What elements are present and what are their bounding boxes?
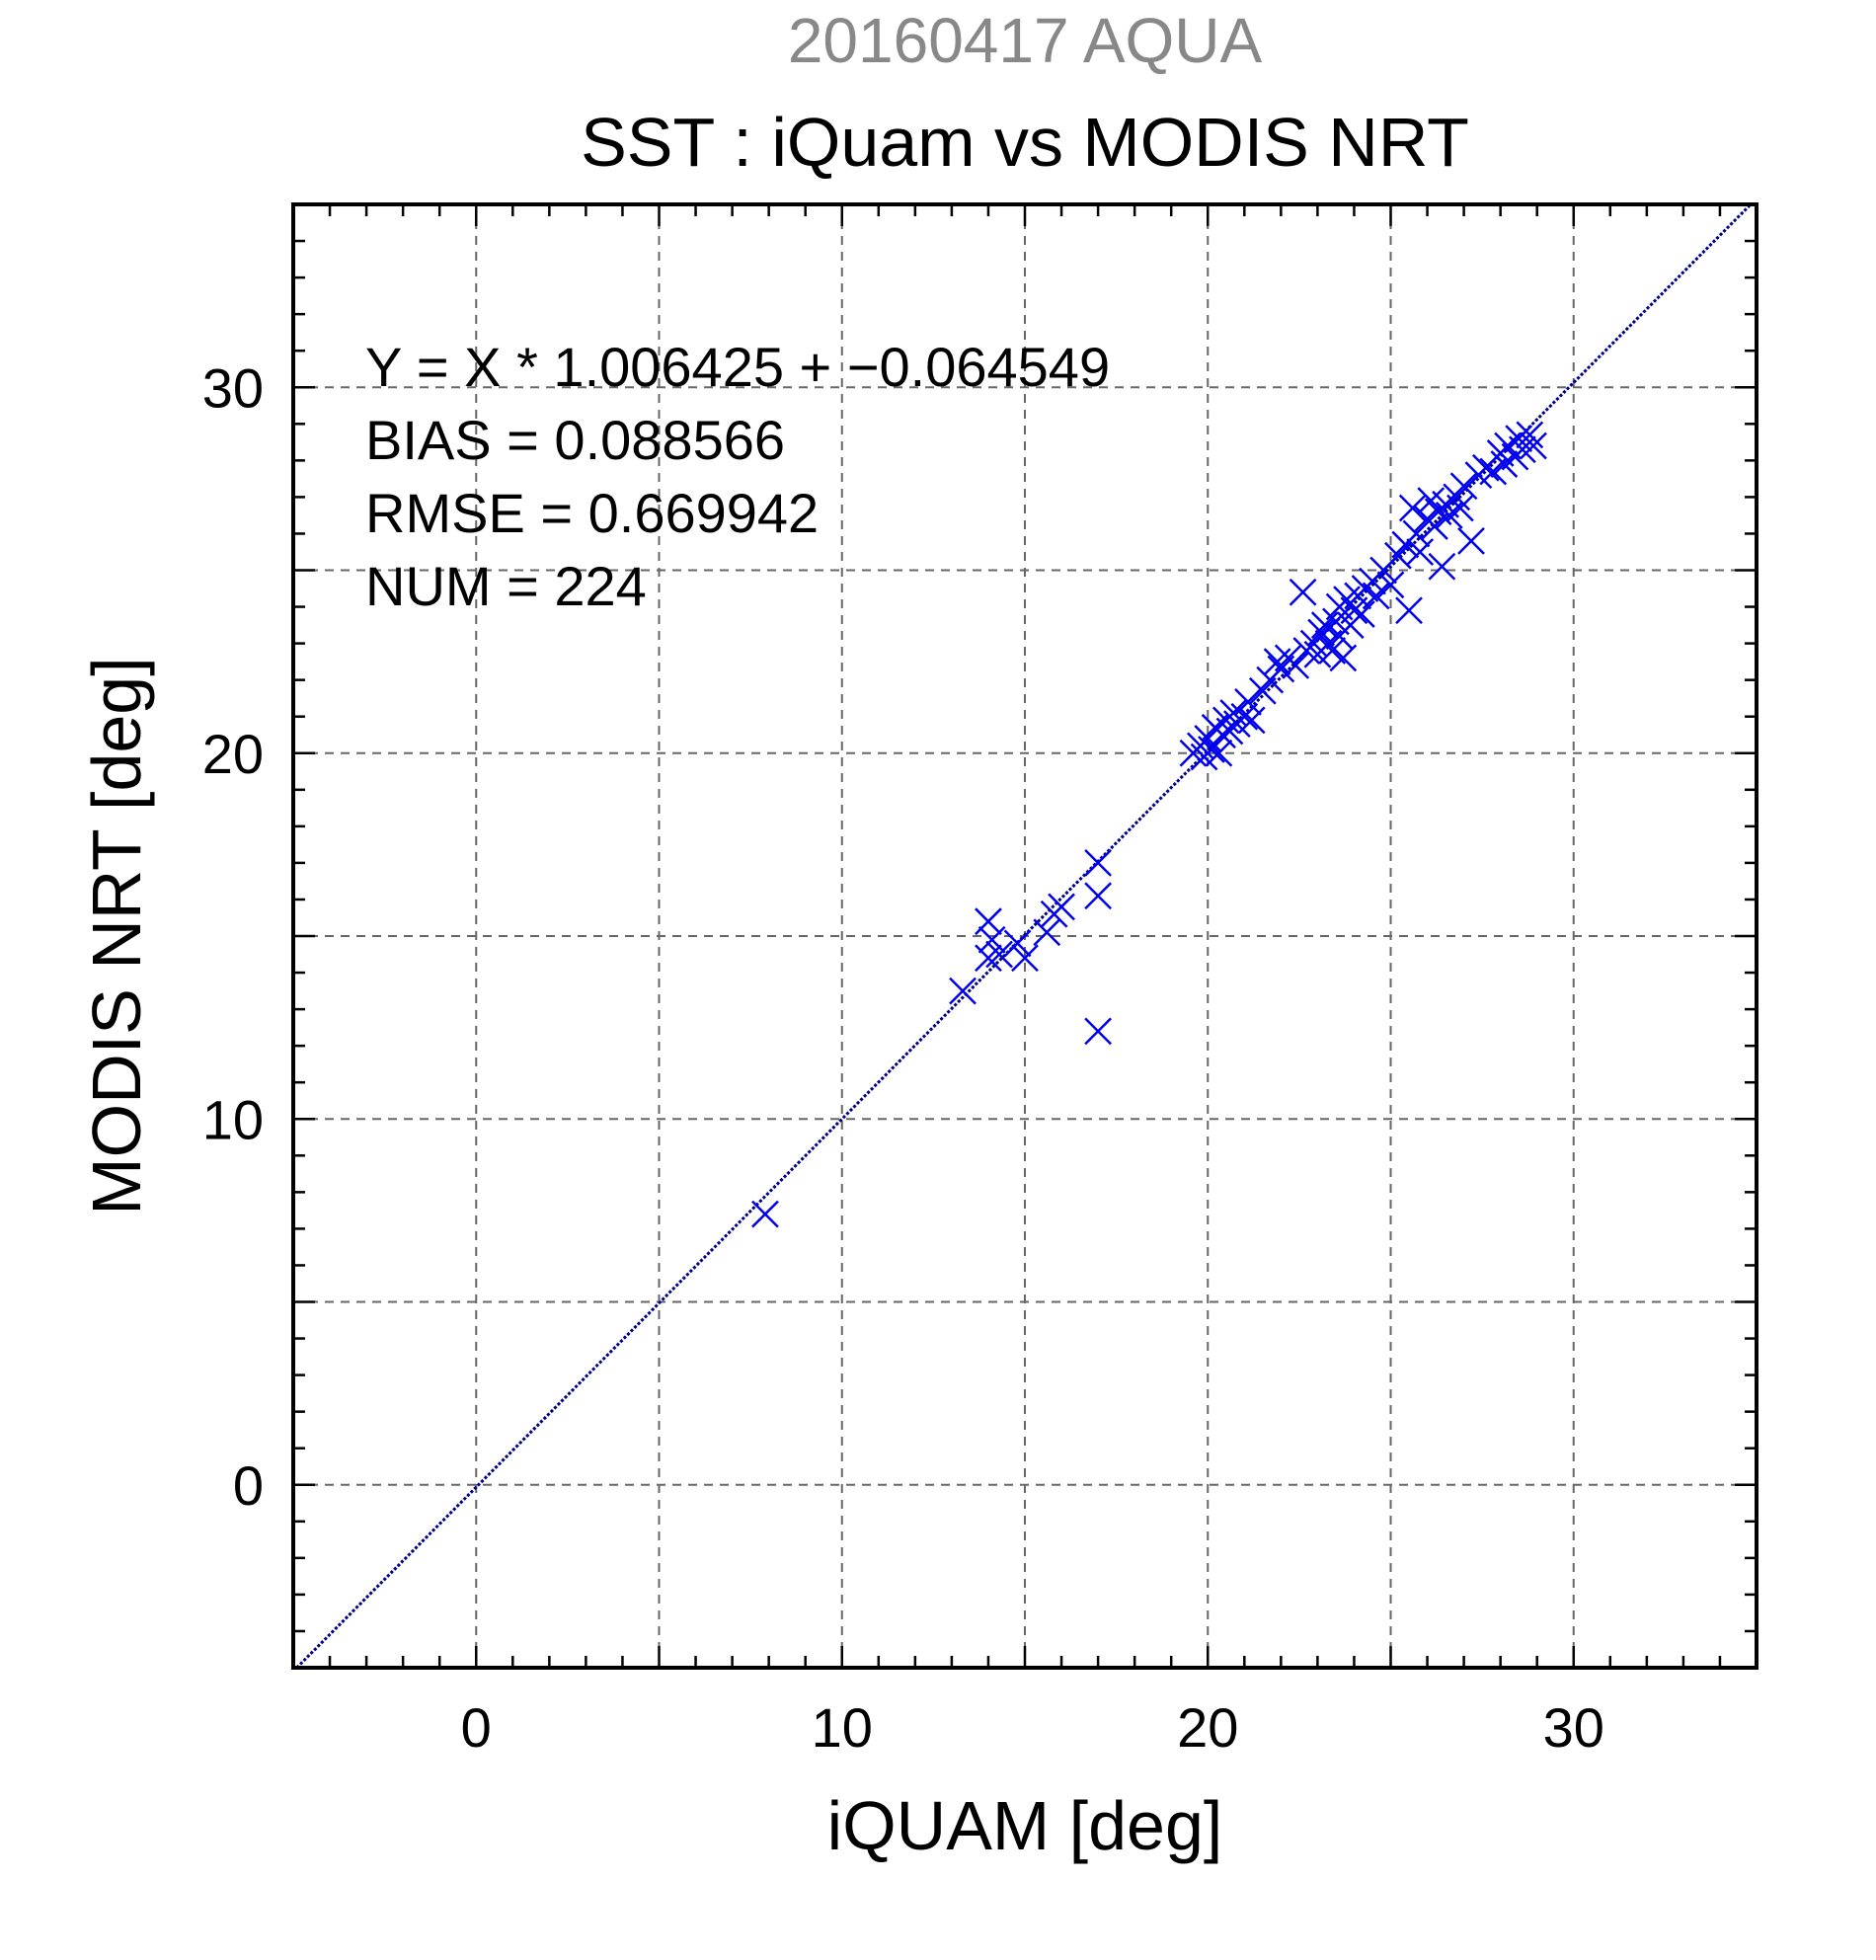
data-point	[1398, 494, 1427, 522]
data-point	[1219, 699, 1248, 727]
x-tick-label: 30	[1543, 1696, 1604, 1759]
stats-num: NUM = 224	[365, 555, 647, 617]
data-point	[1310, 611, 1339, 639]
date-title: 20160417 AQUA	[788, 5, 1263, 76]
stats-block: Y = X * 1.006425 + −0.064549 BIAS = 0.08…	[365, 336, 1110, 617]
y-axis-label: MODIS NRT [deg]	[78, 657, 155, 1215]
data-point	[1048, 893, 1075, 921]
data-point	[949, 977, 977, 1005]
points-layer	[751, 421, 1547, 1228]
data-point	[1289, 578, 1317, 606]
data-point	[1516, 421, 1544, 449]
data-point	[1282, 651, 1310, 679]
data-point	[1329, 644, 1358, 672]
data-point	[1520, 431, 1547, 460]
data-point	[1084, 882, 1112, 910]
data-point	[975, 944, 1002, 973]
data-point	[1402, 519, 1431, 548]
data-point	[1406, 538, 1435, 566]
grid-layer	[293, 204, 1757, 1668]
data-point	[1505, 425, 1533, 453]
y-tick-label: 0	[233, 1454, 264, 1517]
y-tick-label: 10	[202, 1088, 264, 1150]
data-point	[1033, 918, 1061, 947]
data-point	[1428, 552, 1456, 581]
chart-title: SST : iQuam vs MODIS NRT	[581, 104, 1469, 181]
stats-bias: BIAS = 0.088566	[365, 409, 785, 471]
data-point	[1234, 687, 1262, 716]
x-tick-label: 20	[1177, 1696, 1238, 1759]
tick-labels-layer: 0 10 20 30 0 10 20 30	[202, 356, 1604, 1759]
data-point	[1011, 944, 1039, 973]
data-point	[975, 907, 1002, 936]
data-point	[1376, 571, 1405, 599]
data-point	[751, 1200, 779, 1228]
data-point	[1263, 648, 1291, 676]
data-point	[1205, 739, 1233, 767]
data-point	[1508, 435, 1536, 464]
data-point	[1084, 1017, 1112, 1046]
stats-fit-equation: Y = X * 1.006425 + −0.064549	[365, 336, 1110, 398]
stats-rmse: RMSE = 0.669942	[365, 482, 819, 544]
x-tick-label: 0	[461, 1696, 492, 1759]
data-point	[1362, 582, 1390, 610]
data-point	[985, 940, 1013, 969]
data-point	[1457, 526, 1485, 555]
plot-frame	[291, 202, 1759, 1670]
y-tick-label: 30	[202, 356, 264, 419]
data-point	[1395, 596, 1423, 625]
data-point	[977, 925, 1006, 954]
data-point	[1237, 706, 1266, 735]
data-point	[1449, 472, 1478, 501]
data-point	[1084, 849, 1112, 877]
data-point	[1347, 600, 1375, 628]
x-axis-label: iQUAM [deg]	[827, 1787, 1223, 1864]
x-tick-label: 10	[812, 1696, 873, 1759]
data-point	[1003, 929, 1032, 958]
y-tick-label: 20	[202, 723, 264, 785]
